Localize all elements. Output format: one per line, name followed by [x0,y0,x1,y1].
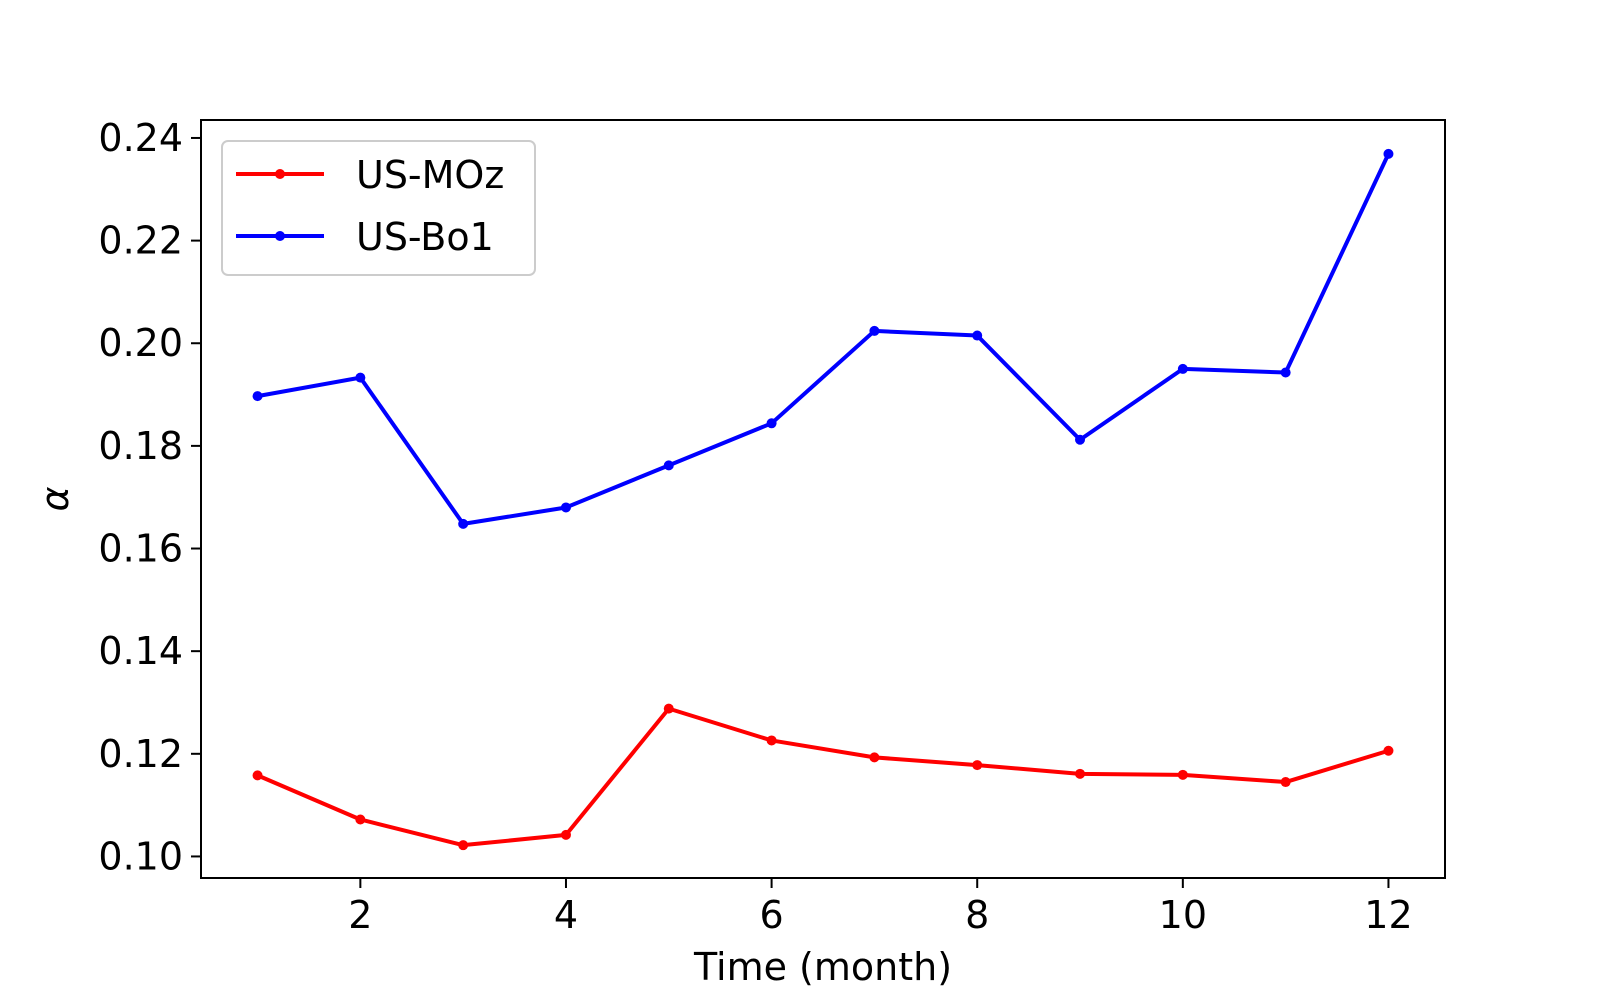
series-1-point [560,502,571,513]
series-1-point [1075,434,1086,445]
plot-frame [200,119,1446,879]
legend: US-MOz US-Bo1 [221,140,536,276]
y-tick-label: 0.16 [98,527,183,571]
series-1-point [663,460,674,471]
y-tick-label: 0.24 [98,116,183,160]
series-0-point [766,735,777,746]
x-tick-label: 2 [348,893,372,937]
x-tick-label: 6 [760,893,784,937]
series-0-point [972,760,983,771]
series-0-point [663,703,674,714]
series-1-point [355,372,366,383]
series-0-point [560,829,571,840]
series-1-point [1383,148,1394,159]
series-1-point [252,391,263,402]
y-tick-label: 0.10 [98,834,183,878]
y-axis-title: α [33,486,77,511]
y-tick-label: 0.20 [98,321,183,365]
legend-label: US-MOz [356,153,504,197]
series-0-point [869,752,880,763]
x-tick-label: 10 [1159,893,1207,937]
series-0-point [458,840,469,851]
legend-marker [275,169,285,179]
x-tick-label: 12 [1364,893,1412,937]
series-0-point [1280,777,1291,788]
y-axis: 0.10 0.12 0.14 0.16 0.18 0.20 0.22 0.24 [98,116,201,878]
y-tick-label: 0.18 [98,424,183,468]
y-tick-label: 0.14 [98,629,183,673]
series-line-1 [257,153,1391,526]
series-1-point [972,330,983,341]
series-1-point [1280,367,1291,378]
x-tick-label: 8 [965,893,989,937]
x-tick-label: 4 [554,893,578,937]
series-0-point [1075,768,1086,779]
series-0-point [252,770,263,781]
y-tick-label: 0.12 [98,732,183,776]
series-0-point [355,814,366,825]
series-0-point [1177,769,1188,780]
x-axis-title: Time (month) [693,945,952,989]
series-1-point [766,418,777,429]
series-1-point [869,325,880,336]
y-tick-label: 0.22 [98,219,183,263]
series-1-point [1177,363,1188,374]
series-0-point [1383,745,1394,756]
plot-area [252,148,1394,851]
legend-label: US-Bo1 [356,215,494,259]
legend-marker [275,231,285,241]
x-axis: 2 4 6 8 10 12 [348,878,1413,937]
series-1-point [458,518,469,529]
series-line-0 [256,706,1390,848]
